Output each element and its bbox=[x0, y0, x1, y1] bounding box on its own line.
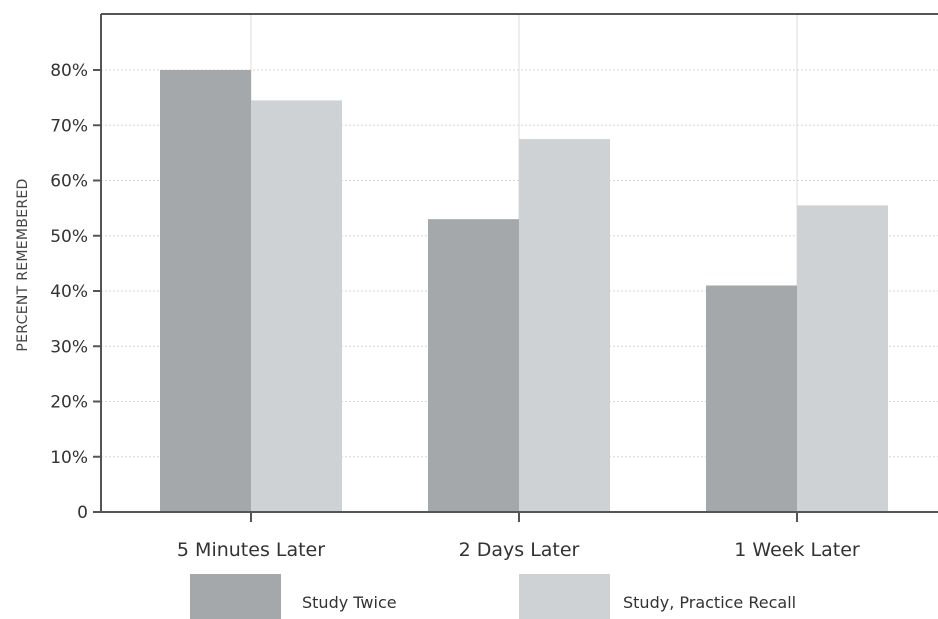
bar-study-twice bbox=[428, 219, 519, 513]
bar-study-practice-recall bbox=[251, 100, 342, 512]
legend-label: Study Twice bbox=[302, 593, 397, 612]
y-tick-label: 20% bbox=[50, 393, 88, 413]
y-tick-label: 50% bbox=[50, 227, 88, 247]
y-tick-label: 0 bbox=[77, 503, 88, 523]
y-tick-label: 40% bbox=[50, 282, 88, 302]
y-tick-label: 60% bbox=[50, 172, 88, 192]
y-tick-label: 10% bbox=[50, 448, 88, 468]
legend-swatch bbox=[190, 574, 281, 619]
bar-study-twice bbox=[160, 70, 251, 512]
x-tick-label: 2 Days Later bbox=[459, 539, 580, 561]
y-tick-label: 80% bbox=[50, 61, 88, 81]
bars bbox=[160, 70, 888, 513]
y-tick-label: 70% bbox=[50, 116, 88, 136]
y-axis-label: PERCENT REMEMBERED bbox=[15, 178, 31, 351]
legend: Study Twice Study, Practice Recall bbox=[190, 574, 796, 619]
bar-study-twice bbox=[706, 285, 797, 512]
y-ticks: 0 10% 20% 30% 40% 50% 60% 70% 80% bbox=[50, 61, 101, 523]
legend-swatch bbox=[519, 574, 610, 619]
y-tick-label: 30% bbox=[50, 337, 88, 357]
x-tick-label: 1 Week Later bbox=[734, 539, 860, 561]
x-ticks: 5 Minutes Later 2 Days Later 1 Week Later bbox=[177, 512, 860, 561]
legend-label: Study, Practice Recall bbox=[623, 593, 796, 612]
bar-study-practice-recall bbox=[797, 205, 888, 513]
x-tick-label: 5 Minutes Later bbox=[177, 539, 325, 561]
bar-study-practice-recall bbox=[519, 139, 610, 512]
